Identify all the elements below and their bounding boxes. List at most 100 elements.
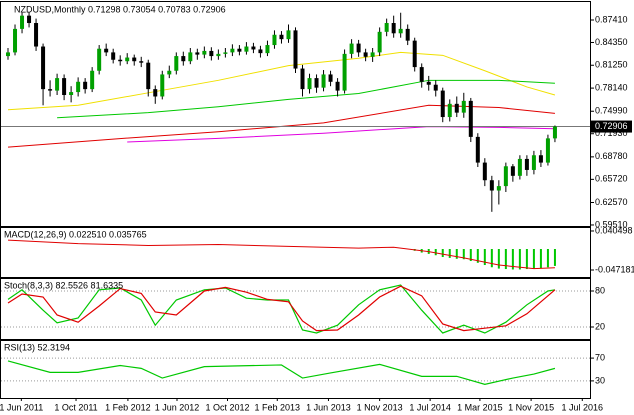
- candle-body: [34, 23, 39, 47]
- y-tick-label: 0.040498: [595, 225, 633, 235]
- y-tick-label: 80: [595, 285, 605, 295]
- candle-body: [419, 67, 424, 82]
- candle-body: [27, 15, 32, 24]
- candle-body: [496, 186, 501, 191]
- candle-body: [335, 81, 340, 91]
- macd-bar: [455, 249, 458, 259]
- candle-body: [125, 57, 130, 62]
- y-tick-label: 0.74990: [595, 106, 628, 116]
- y-tick-label: -0.047181: [595, 264, 634, 274]
- macd-bar: [448, 249, 451, 258]
- macd-bar: [434, 249, 437, 256]
- x-tick-label: 1 Jul 2016: [562, 402, 604, 412]
- candle-body: [391, 23, 396, 34]
- price-panel-frame: [0, 1, 591, 227]
- indicator-line: [7, 360, 556, 385]
- candle-body: [552, 126, 557, 139]
- macd-bar: [511, 249, 514, 270]
- y-tick-label: 70: [595, 352, 605, 362]
- candle-body: [412, 40, 417, 68]
- y-tick-label: 0.62570: [595, 197, 628, 207]
- candle-body: [405, 28, 410, 41]
- candle-body: [384, 23, 389, 32]
- macd-bar: [518, 249, 521, 270]
- y-tick-label: 20: [595, 321, 605, 331]
- candle-body: [272, 34, 277, 46]
- candle-body: [265, 45, 270, 54]
- candle-body: [202, 50, 207, 55]
- x-tick-label: 1 Feb 2012: [105, 402, 151, 412]
- y-tick-label: 0.71930: [595, 128, 628, 138]
- candle-body: [69, 92, 74, 96]
- candle-body: [510, 166, 515, 176]
- x-tick-label: 1 Nov 2015: [508, 402, 554, 412]
- x-tick-label: 1 Nov 2013: [357, 402, 403, 412]
- candle-body: [6, 52, 11, 57]
- candle-body: [258, 49, 263, 54]
- y-tick-label: 0.68780: [595, 151, 628, 161]
- candle-body: [293, 30, 298, 69]
- chart-title: NZDUSD,Monthly 0.71298 0.73054 0.70783 0…: [14, 4, 226, 14]
- macd-bar: [469, 249, 472, 262]
- stoch-panel-frame: [0, 278, 591, 340]
- candle-body: [279, 34, 284, 40]
- candle-body: [328, 74, 333, 82]
- candle-body: [447, 103, 452, 118]
- macd-bar: [546, 249, 549, 268]
- macd-bar: [441, 249, 444, 258]
- candle-body: [13, 28, 18, 53]
- candle-body: [286, 30, 291, 40]
- candle-body: [545, 138, 550, 163]
- candle-body: [314, 78, 319, 88]
- indicator-title: RSI(13) 52.3194: [4, 342, 70, 352]
- last-price-tag: [590, 120, 632, 133]
- signal-line: [7, 239, 555, 270]
- rsi-panel-frame: [0, 340, 591, 399]
- moving-average: [7, 104, 555, 148]
- macd-bar: [525, 249, 528, 270]
- candle-body: [181, 56, 186, 62]
- candle-body: [489, 180, 494, 191]
- candle-body: [356, 43, 361, 53]
- candle-body: [83, 81, 88, 90]
- x-tick-label: 1 Oct 2012: [205, 402, 249, 412]
- candle-body: [251, 46, 256, 50]
- y-tick-label: 30: [595, 375, 605, 385]
- candle-body: [349, 43, 354, 54]
- candle-body: [468, 100, 473, 137]
- macd-bar: [497, 249, 500, 269]
- candle-body: [517, 158, 522, 176]
- candle-body: [174, 56, 179, 71]
- candle-body: [433, 84, 438, 91]
- macd-bar: [490, 249, 493, 268]
- candle-body: [440, 90, 445, 118]
- candle-body: [20, 15, 25, 29]
- candle-body: [139, 61, 144, 63]
- candle-body: [342, 53, 347, 91]
- y-tick-label: 0.87410: [595, 14, 628, 24]
- candle-body: [223, 52, 228, 54]
- candle-body: [461, 100, 466, 113]
- macd-bar: [539, 249, 542, 269]
- indicator-title: MACD(12,26,9) 0.022510 0.035765: [4, 229, 147, 239]
- candle-body: [475, 136, 480, 163]
- macd-bar: [553, 249, 556, 266]
- candle-body: [153, 89, 158, 97]
- x-tick-label: 1 Jun 2013: [306, 402, 351, 412]
- last-price-label: 0.72906: [595, 121, 628, 131]
- candle-body: [104, 48, 109, 53]
- macd-bar: [504, 249, 507, 270]
- candle-body: [363, 52, 368, 57]
- x-tick-label: 1 Feb 2013: [254, 402, 300, 412]
- candle-body: [503, 166, 508, 187]
- candle-body: [482, 162, 487, 181]
- candle-body: [195, 52, 200, 55]
- y-tick-label: 0.65720: [595, 174, 628, 184]
- candle-body: [90, 70, 95, 90]
- y-tick-label: 0.81250: [595, 60, 628, 70]
- candle-body: [160, 74, 165, 97]
- y-tick-label: 0.84350: [595, 37, 628, 47]
- candle-body: [538, 155, 543, 163]
- candle-body: [426, 81, 431, 85]
- candle-body: [188, 52, 193, 62]
